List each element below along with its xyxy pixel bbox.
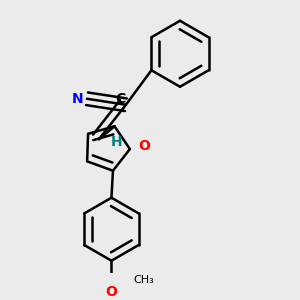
Text: O: O	[106, 285, 117, 299]
Text: H: H	[110, 135, 122, 149]
Text: O: O	[138, 139, 150, 153]
Text: N: N	[72, 92, 83, 106]
Text: CH₃: CH₃	[134, 275, 154, 285]
Text: C: C	[115, 92, 125, 106]
